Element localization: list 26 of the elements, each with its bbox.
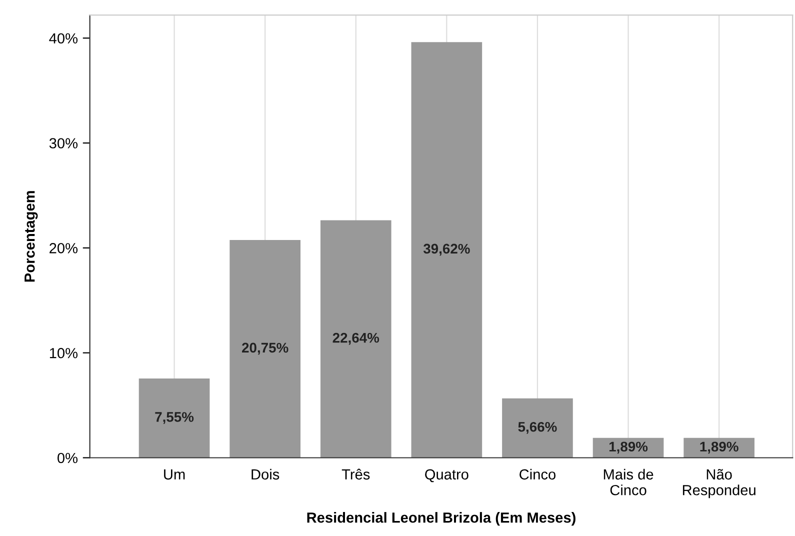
y-tick-label: 30% <box>49 138 78 148</box>
y-tick-label: 40% <box>49 33 78 44</box>
data-label: 7,55% <box>155 412 194 424</box>
bar <box>411 42 482 458</box>
y-tick-label: 10% <box>50 348 78 358</box>
x-tick-label: Não Respondeu <box>682 468 756 498</box>
data-label: 1,89% <box>609 442 648 454</box>
bar <box>230 240 300 458</box>
x-tick-label: Três <box>342 468 370 480</box>
data-label: 22,64% <box>332 332 380 345</box>
data-label: 20,75% <box>242 342 288 355</box>
y-axis-title: Porcentagem <box>24 191 38 282</box>
x-tick-label: Um <box>164 469 185 480</box>
data-label: 5,66% <box>518 422 557 434</box>
data-label: 1,89% <box>700 442 738 454</box>
y-tick-label: 0% <box>58 452 78 464</box>
bar <box>320 220 392 458</box>
x-tick-label: Quatro <box>425 469 468 482</box>
bar <box>138 378 210 458</box>
x-tick-label: Dois <box>252 468 280 480</box>
x-tick-label: Mais de Cinco <box>604 468 654 496</box>
data-label: 39,62% <box>423 244 470 256</box>
y-tick-label: 20% <box>50 243 78 254</box>
bar <box>502 398 573 458</box>
x-axis-title: Residencial Leonel Brizola (Em Meses) <box>307 512 576 526</box>
x-tick-label: Cinco <box>520 468 556 480</box>
